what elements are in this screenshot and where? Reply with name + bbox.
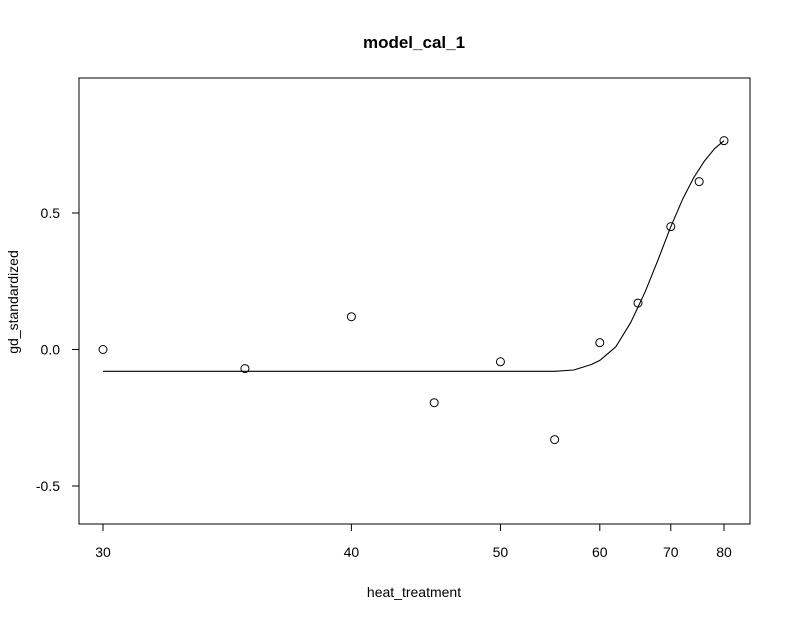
x-tick-label: 50: [493, 544, 509, 560]
y-axis: -0.5 0.0 0.5: [36, 205, 80, 494]
x-axis-label: heat_treatment: [367, 584, 461, 600]
x-tick-label: 70: [663, 544, 679, 560]
x-axis: 30 40 50 60 70 80: [95, 523, 732, 560]
fit-curve: [103, 140, 725, 372]
y-tick-label: -0.5: [36, 478, 60, 494]
x-tick-label: 60: [592, 544, 608, 560]
data-point: [719, 136, 729, 146]
data-point: [633, 298, 643, 308]
y-tick-label: 0.5: [41, 205, 61, 221]
data-point: [595, 338, 605, 348]
x-tick-label: 40: [344, 544, 360, 560]
x-tick-label: 80: [716, 544, 732, 560]
data-point: [666, 222, 676, 232]
y-tick-label: 0.0: [41, 342, 61, 358]
x-tick-label: 30: [95, 544, 111, 560]
data-points: [98, 136, 729, 445]
plot-frame: [78, 77, 751, 525]
data-point: [240, 364, 250, 374]
data-point: [694, 177, 704, 187]
data-point: [550, 435, 560, 445]
fit-curve-group: [103, 140, 725, 372]
data-point: [98, 345, 108, 354]
data-point: [429, 398, 439, 408]
y-axis-label: gd_standardized: [5, 250, 21, 354]
data-point: [346, 312, 356, 322]
chart-title: model_cal_1: [363, 33, 465, 52]
data-point: [495, 357, 505, 367]
